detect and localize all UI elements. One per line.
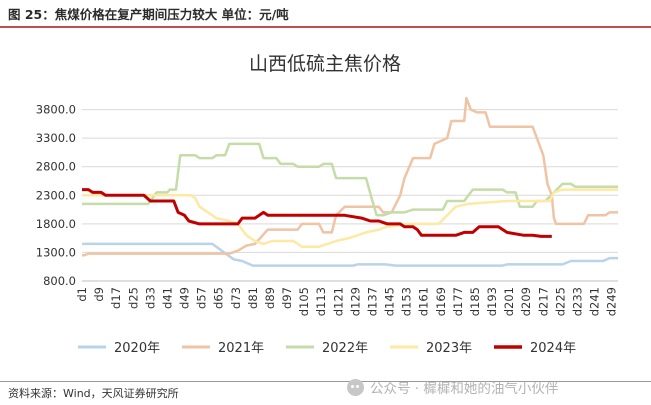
grid-lines xyxy=(82,109,618,282)
x-tick-label: d97 xyxy=(280,287,294,309)
header-divider xyxy=(0,26,651,28)
x-tick-label: d249 xyxy=(605,287,619,316)
series-line-1 xyxy=(82,242,618,267)
legend-label: 2023年 xyxy=(426,341,472,356)
x-tick-label: d193 xyxy=(485,287,499,316)
x-tick-label: d17 xyxy=(109,287,123,309)
line-chart: 山西低硫主焦价格 800.0 1300.0 1800.0 2300.0 2800.0 33… xyxy=(36,53,619,356)
legend-label: 2020年 xyxy=(114,341,160,356)
y-tick-label: 1300.0 xyxy=(36,245,76,259)
x-tick-label: d105 xyxy=(297,287,311,316)
x-tick-label: d217 xyxy=(536,287,550,316)
watermark-text: 公众号 · 樨樨和她的油气小伙伴 xyxy=(370,381,559,397)
x-tick-label: d185 xyxy=(468,287,482,316)
x-tick-label: d161 xyxy=(417,287,431,316)
x-tick-label: d121 xyxy=(331,287,345,316)
y-tick-label: 3300.0 xyxy=(36,131,76,145)
x-tick-label: d1 xyxy=(75,287,89,302)
x-tick-label: d33 xyxy=(143,287,157,309)
x-tick-label: d65 xyxy=(212,287,226,309)
wechat-icon xyxy=(347,378,364,396)
x-tick-label: d241 xyxy=(588,287,602,316)
x-tick-label: d9 xyxy=(92,287,106,302)
x-tick-label: d137 xyxy=(365,287,379,316)
x-tick-label: d201 xyxy=(502,287,516,316)
series-line-5 xyxy=(82,188,552,238)
y-tick-label: 2800.0 xyxy=(36,160,76,174)
figure-header: 图 25：焦煤价格在复产期间压力较大 单位：元/吨 xyxy=(8,7,289,22)
footer-divider xyxy=(0,381,651,382)
x-tick-label: d129 xyxy=(348,287,362,316)
x-tick-label: d81 xyxy=(246,287,260,309)
x-tick-label: d113 xyxy=(314,287,328,316)
chart-title: 山西低硫主焦价格 xyxy=(249,53,401,75)
x-tick-label: d73 xyxy=(229,287,243,309)
y-axis-ticks: 800.0 1300.0 1800.0 2300.0 2800.0 3300.0 3800.… xyxy=(36,103,76,288)
y-tick-label: 800.0 xyxy=(43,274,76,288)
series-line-4 xyxy=(82,188,618,248)
source-note: 资料来源：Wind，天风证券研究所 xyxy=(8,387,179,400)
legend-label: 2021年 xyxy=(218,341,264,356)
x-tick-label: d169 xyxy=(434,287,448,316)
figure-header-bar: 图 25：焦煤价格在复产期间压力较大 单位：元/吨 xyxy=(0,0,651,26)
y-tick-label: 1800.0 xyxy=(36,217,76,231)
x-tick-label: d209 xyxy=(519,287,533,316)
x-tick-label: d41 xyxy=(160,287,174,309)
y-tick-label: 3800.0 xyxy=(36,103,76,117)
x-tick-label: d89 xyxy=(263,287,277,309)
x-tick-label: d233 xyxy=(570,287,584,316)
series-lines xyxy=(82,96,618,267)
x-tick-label: d153 xyxy=(400,287,414,316)
x-tick-label: d57 xyxy=(195,287,209,309)
x-tick-label: d177 xyxy=(451,287,465,316)
y-tick-label: 2300.0 xyxy=(36,188,76,202)
legend-label: 2024年 xyxy=(530,341,576,356)
x-tick-label: d225 xyxy=(553,287,567,316)
x-tick-label: d25 xyxy=(126,287,140,309)
x-tick-label: d49 xyxy=(178,287,192,309)
series-line-3 xyxy=(82,142,618,217)
x-tick-label: d145 xyxy=(383,287,397,316)
x-axis-ticks: d1 d9 d17 d25 d33 d41 d49 d57 d65 d73 d81 d89 d97 d10… xyxy=(75,287,619,316)
series-line-2 xyxy=(82,96,618,257)
legend: 2020年 2021年 2022年 2023年 2024年 xyxy=(78,341,576,356)
watermark: 公众号 · 樨樨和她的油气小伙伴 xyxy=(347,375,558,399)
legend-label: 2022年 xyxy=(322,341,368,356)
